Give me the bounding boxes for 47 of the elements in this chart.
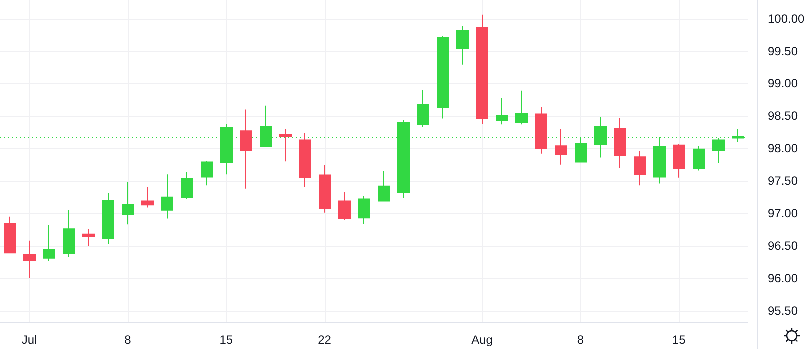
y-tick-label: 96.50: [768, 239, 798, 254]
y-tick-label: 98.00: [768, 142, 798, 156]
candlestick: [181, 172, 193, 200]
y-tick-label: 95.50: [768, 304, 798, 318]
candlestick: [201, 160, 213, 186]
candlestick: [279, 128, 292, 162]
candlestick: [673, 144, 685, 178]
candlestick: [141, 186, 154, 208]
candlestick: [417, 90, 429, 128]
candlestick: [693, 146, 705, 172]
candlestick: [220, 123, 233, 176]
y-tick-label: 99.50: [768, 44, 798, 58]
y-tick-label: 97.00: [768, 206, 798, 221]
candlestick: [299, 132, 311, 188]
y-tick-label: 99.00: [768, 76, 798, 91]
candlestick: [102, 192, 114, 245]
candlestick: [515, 90, 528, 126]
candlestick: [82, 228, 95, 247]
x-tick-label: 15: [220, 333, 234, 347]
candlestick: [614, 118, 626, 169]
candlestick: [23, 240, 36, 280]
candlestick: [496, 98, 508, 126]
x-tick-label: 15: [672, 333, 686, 347]
candlestick: [555, 128, 567, 166]
candlestick: [437, 36, 449, 120]
x-tick-label: 8: [577, 333, 584, 347]
x-tick-label: 22: [318, 333, 332, 347]
candlestick: [4, 216, 16, 254]
candlestick: [43, 224, 55, 262]
candlestick: [63, 210, 75, 258]
x-tick-label: Jul: [22, 333, 38, 347]
candlestick: [378, 170, 390, 202]
candlestick: [240, 109, 252, 190]
candlestick: [535, 106, 547, 154]
x-tick-label: Aug: [472, 333, 493, 347]
candlestick: [358, 196, 370, 224]
y-tick-label: 100.00: [768, 12, 806, 26]
candlestick: [634, 150, 646, 186]
candlestick: [122, 182, 134, 226]
y-tick-label: 97.50: [768, 174, 798, 188]
y-tick-label: 98.50: [768, 109, 798, 124]
candlestick: [319, 165, 331, 214]
candlestick: [456, 25, 469, 66]
x-tick-label: 8: [124, 333, 132, 347]
candlestick: [338, 192, 351, 221]
y-tick-label: 96.00: [768, 272, 798, 286]
candlestick: [161, 174, 173, 220]
